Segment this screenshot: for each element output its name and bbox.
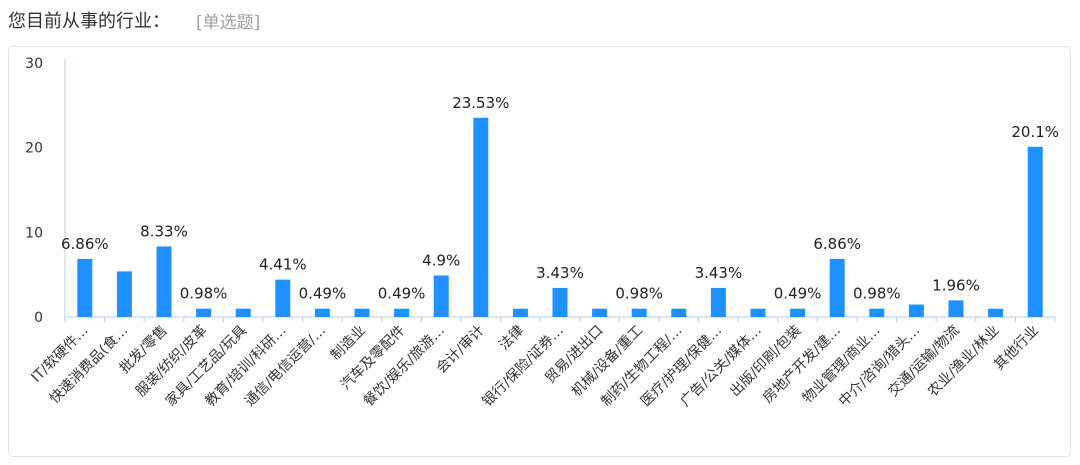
bar (433, 275, 449, 317)
bar (512, 308, 528, 317)
bar (235, 308, 251, 317)
bar (631, 308, 647, 317)
data-label: 8.33% (140, 222, 188, 240)
data-label: 4.9% (422, 252, 460, 270)
data-label: 0.98% (615, 285, 663, 303)
data-label: 3.43% (536, 264, 584, 282)
bar (750, 308, 766, 317)
question-title: 您目前从事的行业： (8, 11, 170, 32)
bar (275, 279, 291, 317)
y-tick-label: 0 (34, 310, 43, 326)
data-label: 6.86% (61, 235, 109, 253)
x-category-label: 机械/设备/重工 (568, 322, 646, 400)
bar (1027, 146, 1043, 317)
data-label: 0.98% (853, 285, 901, 303)
bar (314, 308, 330, 317)
bar (473, 117, 489, 318)
y-tick-label: 20 (25, 141, 43, 157)
industry-bar-chart: 0 10 20 30 6.86% 8.33% 0.98% 4.41% 0.49% 0.49% 4.9… (25, 56, 1059, 410)
chart-card: 0 10 20 30 6.86% 8.33% 0.98% 4.41% 0.49% 0.49% 4.9… (8, 46, 1071, 457)
question-header: 您目前从事的行业： [单选题] (8, 6, 260, 34)
bar (908, 304, 924, 317)
bar (394, 308, 410, 317)
data-label: 0.49% (299, 285, 347, 303)
bar (77, 258, 93, 317)
x-category-label: 法律 (496, 323, 527, 354)
bar (592, 308, 608, 317)
bar (988, 308, 1004, 317)
data-label: 1.96% (932, 276, 980, 294)
x-category-label: 交通/运输/物流 (885, 322, 963, 400)
data-label: 23.53% (452, 94, 509, 112)
y-tick-label: 30 (25, 56, 43, 72)
bar (552, 287, 568, 317)
data-label: 4.41% (259, 256, 307, 274)
bar (948, 300, 964, 317)
bar (671, 308, 687, 317)
data-label: 20.1% (1011, 123, 1059, 141)
data-label: 0.49% (774, 285, 822, 303)
bar (829, 258, 845, 317)
bar (869, 308, 885, 317)
bar (710, 287, 726, 317)
data-label: 0.98% (180, 285, 228, 303)
data-label: 0.49% (378, 285, 426, 303)
bar (196, 308, 212, 317)
data-label: 3.43% (695, 264, 743, 282)
data-label: 6.86% (813, 235, 861, 253)
y-tick-label: 10 (25, 225, 43, 241)
bar (116, 271, 132, 317)
bar (156, 246, 172, 317)
question-type-tag: [单选题] (196, 12, 261, 33)
bar (790, 308, 806, 317)
bar (354, 308, 370, 317)
